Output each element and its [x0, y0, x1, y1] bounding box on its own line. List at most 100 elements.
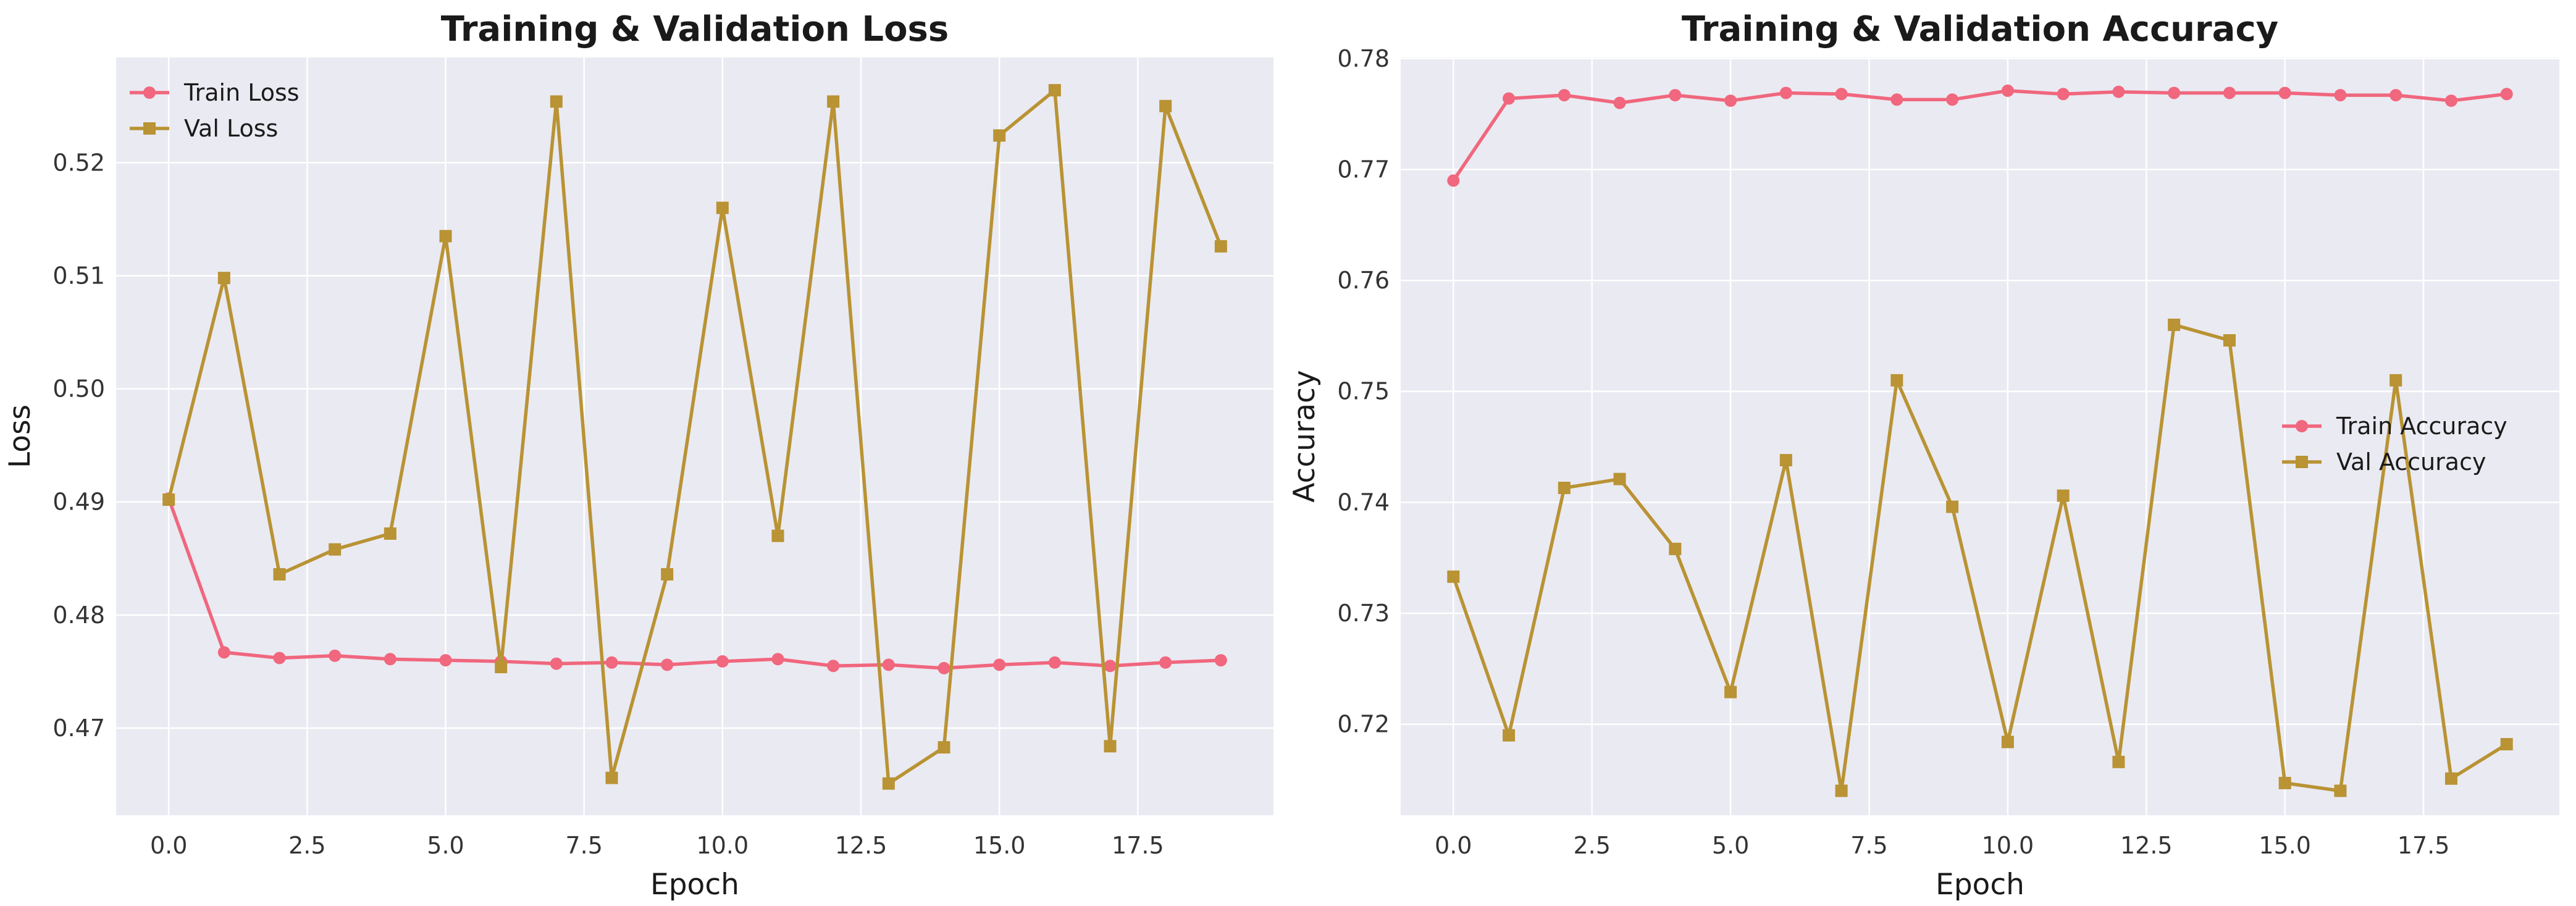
data-point — [771, 529, 784, 542]
data-point — [273, 652, 286, 665]
data-point — [162, 493, 175, 506]
x-tick-label: 0.0 — [150, 832, 187, 859]
series-line — [1451, 89, 2507, 182]
legend-label: Val Accuracy — [2336, 448, 2486, 476]
data-point — [1503, 92, 1516, 105]
data-point — [273, 568, 286, 581]
x-tick-label: 7.5 — [565, 832, 602, 859]
y-tick-label: 0.73 — [1337, 600, 1390, 627]
x-tick-label: 5.0 — [427, 832, 464, 859]
data-point — [384, 527, 396, 540]
data-point — [1214, 654, 1227, 667]
data-point — [1104, 740, 1117, 753]
data-point — [605, 656, 618, 669]
data-point — [2334, 784, 2347, 797]
data-point — [217, 272, 230, 285]
data-point — [1048, 656, 1061, 669]
data-point — [993, 129, 1006, 142]
data-point — [384, 653, 396, 666]
y-tick-label: 0.75 — [1337, 378, 1390, 405]
x-tick-label: 17.5 — [2398, 832, 2450, 859]
series-val-loss — [162, 84, 1227, 790]
data-point — [827, 95, 840, 108]
data-point — [1159, 99, 1172, 112]
x-tick-label: 15.0 — [973, 832, 1026, 859]
y-axis-label: Accuracy — [1288, 370, 1322, 503]
y-tick-label: 0.76 — [1337, 267, 1390, 294]
data-point — [2001, 736, 2014, 749]
y-tick-label: 0.52 — [52, 149, 105, 176]
chart-title: Training & Validation Accuracy — [1682, 9, 2278, 49]
data-point — [661, 658, 674, 671]
data-point — [1214, 240, 1227, 253]
data-point — [2500, 738, 2513, 751]
data-point — [2444, 94, 2457, 107]
data-point — [329, 543, 342, 556]
data-point — [1613, 472, 1626, 485]
data-point — [2057, 489, 2070, 502]
series-line — [167, 498, 1221, 670]
data-point — [1669, 89, 1682, 102]
y-axis-label: Loss — [3, 405, 37, 468]
data-point — [1669, 542, 1682, 555]
data-point — [938, 741, 950, 754]
series-train-loss — [162, 492, 1227, 674]
data-point — [439, 654, 452, 667]
y-tick-label: 0.49 — [52, 489, 105, 516]
data-point — [882, 658, 895, 671]
y-tick-label: 0.50 — [52, 375, 105, 403]
data-point — [1890, 374, 1903, 387]
data-point — [2168, 86, 2181, 99]
data-point — [329, 649, 342, 662]
data-point — [1447, 174, 1460, 187]
series-val-accuracy — [1447, 318, 2513, 797]
y-tick-label: 0.48 — [52, 602, 105, 629]
data-point — [2057, 88, 2070, 101]
x-tick-label: 7.5 — [1850, 832, 1887, 859]
y-tick-label: 0.78 — [1337, 45, 1390, 72]
data-point — [1447, 570, 1460, 583]
series-train-accuracy — [1447, 84, 2513, 187]
data-point — [882, 777, 895, 790]
data-point — [2223, 86, 2236, 99]
chart-1: 0.0 2.5 5.0 7.5 10.0 12.5 15.0 17.5 0.72 0.73 0.74… — [1288, 9, 2559, 902]
x-tick-label: 2.5 — [1573, 832, 1610, 859]
data-point — [1159, 656, 1172, 669]
plot-area — [116, 57, 1273, 815]
x-tick-label: 12.5 — [835, 832, 887, 859]
data-point — [2168, 318, 2181, 331]
data-point — [2112, 755, 2125, 768]
x-tick-label: 17.5 — [1112, 832, 1164, 859]
data-point — [1890, 93, 1903, 106]
legend-label: Train Loss — [183, 79, 300, 106]
y-tick-label: 0.77 — [1337, 156, 1390, 183]
data-point — [2001, 84, 2014, 97]
x-axis-label: Epoch — [1936, 868, 2024, 902]
legend-marker — [143, 86, 156, 99]
legend: Train Loss Val Loss — [130, 79, 300, 142]
series-line — [1451, 323, 2508, 793]
data-point — [827, 660, 840, 673]
legend-marker — [143, 122, 156, 135]
data-point — [1104, 660, 1117, 673]
data-point — [1779, 454, 1792, 467]
chart-0: 0.0 2.5 5.0 7.5 10.0 12.5 15.0 17.5 0.47 0.48 0.49… — [3, 9, 1273, 902]
chart-title: Training & Validation Loss — [441, 9, 949, 49]
data-point — [716, 201, 729, 214]
data-point — [1558, 89, 1571, 102]
plot-area — [1401, 57, 2559, 815]
data-point — [2500, 88, 2513, 101]
data-point — [1779, 86, 1792, 99]
legend-marker — [2296, 456, 2308, 468]
data-point — [1835, 88, 1848, 101]
data-point — [993, 658, 1006, 671]
legend-label: Train Accuracy — [2336, 413, 2507, 440]
data-point — [771, 653, 784, 666]
data-point — [1724, 686, 1737, 698]
y-tick-label: 0.74 — [1337, 489, 1390, 516]
x-tick-label: 10.0 — [1982, 832, 2034, 859]
y-tick-label: 0.51 — [52, 262, 105, 289]
data-point — [2223, 334, 2236, 347]
data-point — [550, 95, 563, 108]
